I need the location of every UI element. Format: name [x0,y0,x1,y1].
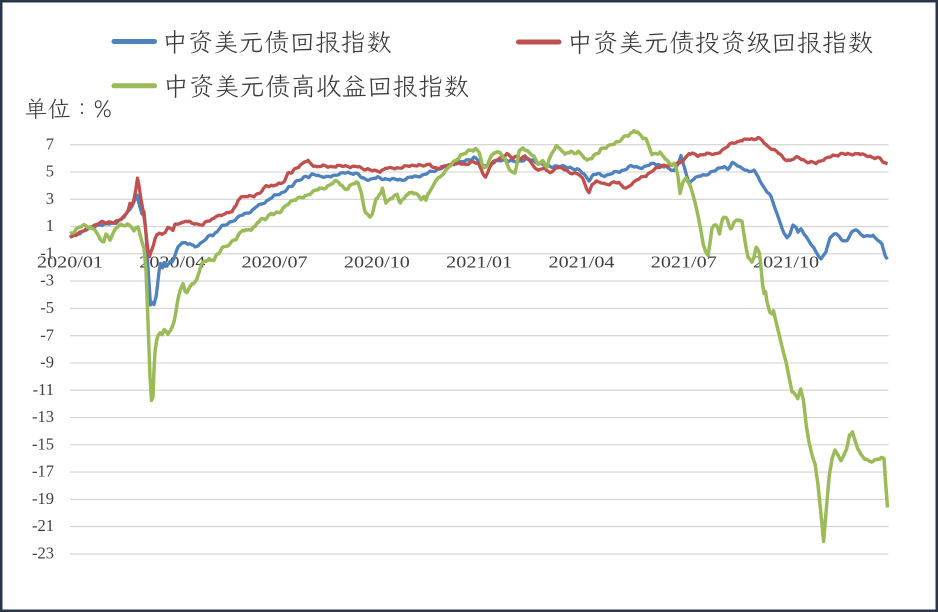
svg-text:2021/04: 2021/04 [549,253,615,272]
svg-text:2020/10: 2020/10 [344,253,410,272]
svg-text:5: 5 [46,162,54,181]
svg-text:2021/07: 2021/07 [651,253,717,272]
svg-text:7: 7 [46,134,54,153]
svg-text:2021/10: 2021/10 [753,253,819,272]
svg-text:3: 3 [46,189,54,208]
svg-text:-23: -23 [32,544,54,563]
svg-text:-1: -1 [40,243,54,262]
svg-text:-11: -11 [33,380,54,399]
svg-text:-5: -5 [40,298,54,317]
svg-text:-7: -7 [40,325,54,344]
svg-text:-21: -21 [32,516,54,535]
svg-text:-19: -19 [32,489,54,508]
svg-text:2021/01: 2021/01 [446,253,512,272]
svg-text:-15: -15 [32,434,54,453]
svg-text:-13: -13 [32,407,54,426]
svg-text:1: 1 [46,216,54,235]
svg-text:2020/07: 2020/07 [242,253,308,272]
svg-text:-9: -9 [40,353,54,372]
svg-text:-3: -3 [40,271,54,290]
svg-text:-17: -17 [32,462,54,481]
svg-text:2020/01: 2020/01 [37,253,103,272]
